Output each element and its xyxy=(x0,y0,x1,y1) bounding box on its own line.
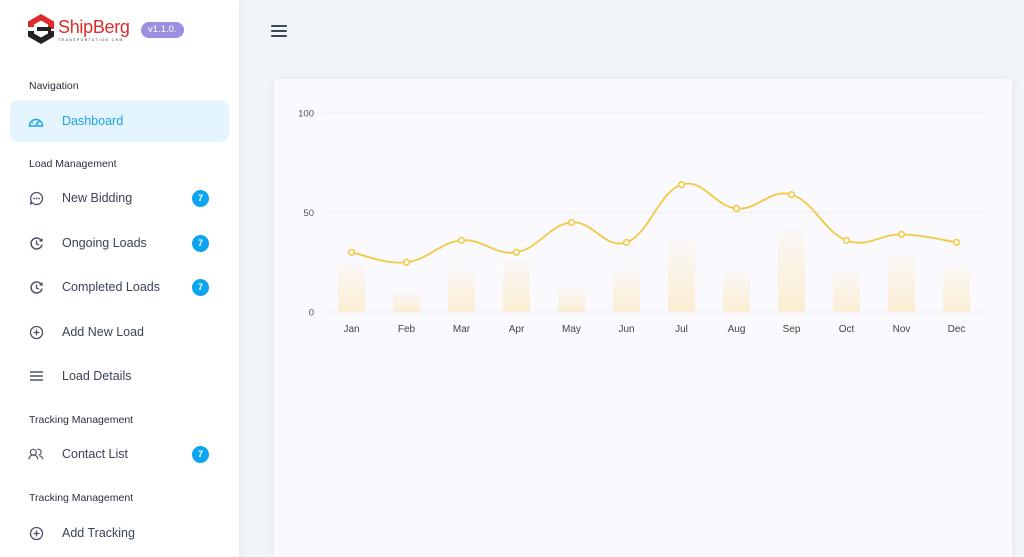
line-point[interactable] xyxy=(567,218,576,227)
sidebar: ShipBerg TRANSPORTATION CRM v1.1.0. Navi… xyxy=(0,0,239,557)
shipberg-logo-icon xyxy=(28,14,54,44)
x-tick-label: Oct xyxy=(839,324,855,335)
line-point[interactable] xyxy=(402,258,411,266)
version-badge: v1.1.0. xyxy=(141,22,184,38)
sidebar-item-label: Add New Load xyxy=(62,325,145,339)
line-point[interactable] xyxy=(952,238,961,246)
line-point[interactable] xyxy=(677,181,686,189)
x-tick-label: Mar xyxy=(453,324,471,335)
y-tick-label: 0 xyxy=(309,308,314,319)
clock-rotate-icon xyxy=(28,235,44,251)
clock-rotate-icon xyxy=(28,279,44,295)
x-tick-label: Dec xyxy=(948,324,966,335)
chart-bar[interactable] xyxy=(393,292,420,312)
chart-bar[interactable] xyxy=(778,228,805,312)
brand-logo[interactable]: ShipBerg TRANSPORTATION CRM xyxy=(27,13,130,45)
line-bar-chart: 0 50 100 Jan Feb Mar Apr May Jun Jul Aug Sep Oct Nov D… xyxy=(298,109,984,335)
chart-bar[interactable] xyxy=(558,288,585,312)
list-icon xyxy=(28,368,44,384)
line-point[interactable] xyxy=(842,236,851,244)
chart-bar[interactable] xyxy=(943,266,970,312)
x-tick-label: Apr xyxy=(509,324,525,335)
section-label-navigation: Navigation xyxy=(29,80,79,92)
section-label-tracking-management: Tracking Management xyxy=(29,414,134,426)
plus-circle-icon xyxy=(28,525,44,541)
count-badge: 7 xyxy=(192,445,209,463)
line-point[interactable] xyxy=(897,230,906,238)
x-tick-label: May xyxy=(562,324,581,335)
chart-bar[interactable] xyxy=(723,272,750,312)
chart-bar[interactable] xyxy=(888,254,915,312)
chart-bar[interactable] xyxy=(668,240,695,312)
line-point[interactable] xyxy=(347,248,356,256)
plus-circle-icon xyxy=(28,324,44,340)
sidebar-item-label: Load Details xyxy=(62,369,132,383)
users-icon xyxy=(28,446,44,462)
x-tick-label: Jun xyxy=(618,324,634,335)
x-tick-label: Aug xyxy=(728,324,746,335)
sidebar-item-load-details[interactable]: Load Details xyxy=(10,355,229,397)
gauge-icon xyxy=(28,113,44,129)
line-point[interactable] xyxy=(787,190,796,199)
sidebar-item-label: New Bidding xyxy=(62,191,133,205)
line-point[interactable] xyxy=(732,204,741,213)
chart-bar[interactable] xyxy=(338,264,365,312)
sidebar-item-contact-list[interactable]: Contact List 7 xyxy=(10,433,229,475)
sidebar-item-new-bidding[interactable]: New Bidding 7 xyxy=(10,177,229,219)
line-point[interactable] xyxy=(622,238,631,246)
sidebar-item-add-tracking[interactable]: Add Tracking xyxy=(10,512,229,554)
sidebar-item-dashboard[interactable]: Dashboard xyxy=(10,100,229,142)
brand-name: ShipBerg xyxy=(58,16,130,37)
sidebar-item-label: Dashboard xyxy=(62,114,124,128)
section-label-tracking-management-2: Tracking Management xyxy=(29,492,134,504)
count-badge: 7 xyxy=(192,278,209,296)
x-tick-label: Nov xyxy=(893,324,911,335)
x-tick-label: Jul xyxy=(675,324,688,335)
hamburger-icon[interactable] xyxy=(271,25,287,39)
chart-bar[interactable] xyxy=(833,272,860,312)
count-badge: 7 xyxy=(192,234,209,252)
section-label-load-management: Load Management xyxy=(29,158,117,170)
sidebar-item-completed-loads[interactable]: Completed Loads 7 xyxy=(10,266,229,308)
sidebar-item-label: Add Tracking xyxy=(62,526,135,540)
chart-bar[interactable] xyxy=(448,270,475,312)
line-point[interactable] xyxy=(457,236,466,244)
sidebar-item-label: Ongoing Loads xyxy=(62,236,147,250)
brand-tagline: TRANSPORTATION CRM xyxy=(58,37,124,42)
chart-bar[interactable] xyxy=(613,270,640,312)
x-tick-label: Sep xyxy=(783,324,801,335)
line-point[interactable] xyxy=(512,248,521,256)
x-tick-label: Feb xyxy=(398,324,416,335)
chart-bar[interactable] xyxy=(503,260,530,312)
chart-line xyxy=(351,182,957,264)
sidebar-item-label: Contact List xyxy=(62,447,129,461)
chart-card: 0 50 100 Jan Feb Mar Apr May Jun Jul Aug Sep Oct Nov D… xyxy=(274,79,1012,557)
sidebar-item-label: Completed Loads xyxy=(62,280,160,294)
y-tick-label: 50 xyxy=(303,208,314,219)
sidebar-item-ongoing-loads[interactable]: Ongoing Loads 7 xyxy=(10,222,229,264)
count-badge: 7 xyxy=(192,189,209,207)
sidebar-item-add-new-load[interactable]: Add New Load xyxy=(10,311,229,353)
x-tick-label: Jan xyxy=(343,324,359,335)
y-tick-label: 100 xyxy=(298,109,314,120)
chat-bubble-icon xyxy=(28,190,44,206)
